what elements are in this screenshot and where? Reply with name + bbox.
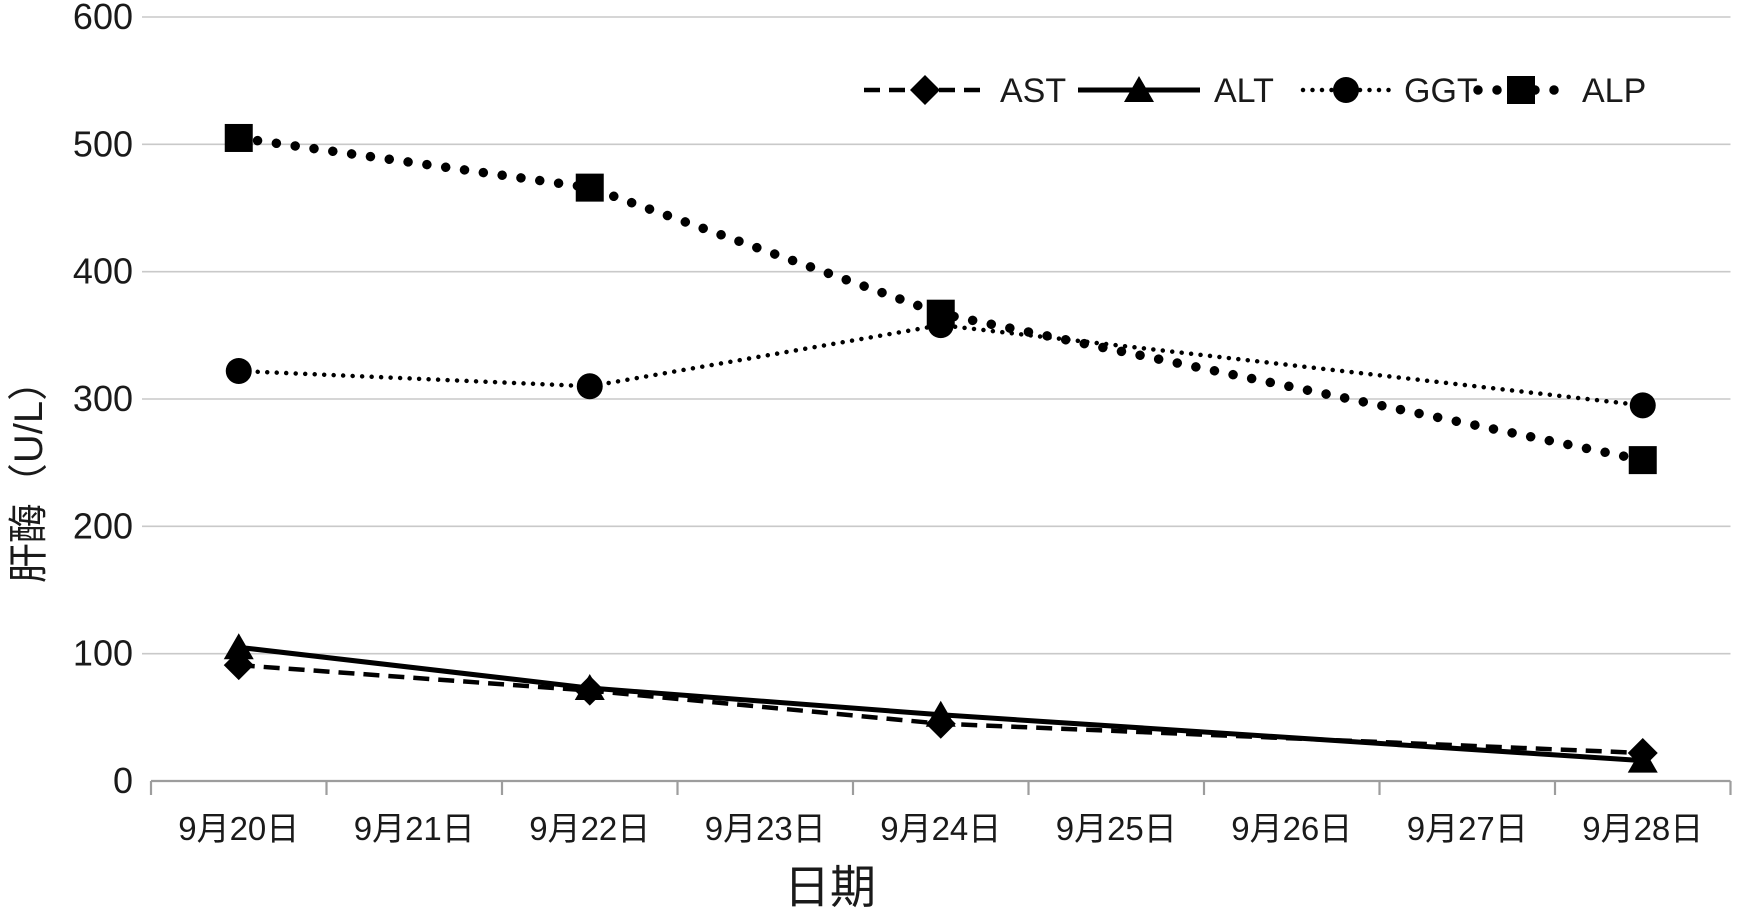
y-axis-title: 肝酶（U/L） — [7, 361, 51, 583]
x-tick-label: 9月20日 — [178, 810, 299, 847]
legend-label: GGT — [1404, 72, 1478, 110]
axes: 9月20日 9月21日 9月22日 9月23日 9月24日 9月25日 9月26日 9月27日… — [149, 779, 1732, 847]
series-GGT-marker — [225, 357, 252, 384]
series-ALT-marker — [223, 633, 254, 660]
series-ALT-marker — [574, 674, 605, 701]
x-axis-title: 日期 — [784, 861, 876, 913]
y-tick-label: 500 — [73, 123, 133, 164]
series-ALT-marker — [925, 700, 956, 727]
data-series — [223, 123, 1658, 773]
y-tick-label: 600 — [73, 0, 133, 37]
x-tick-label: 9月27日 — [1407, 810, 1528, 847]
legend: AST ALT GGT ALP — [864, 72, 1646, 110]
series-ALP-marker — [1628, 446, 1657, 475]
series-ALP-line — [234, 133, 1648, 465]
series-ALP-marker — [575, 173, 604, 202]
series-GGT-marker — [1629, 392, 1656, 419]
legend-label: AST — [1000, 72, 1066, 110]
legend-circle-icon — [1333, 77, 1359, 103]
series-ALT-marker — [1627, 746, 1658, 773]
y-tick-label: 400 — [73, 251, 133, 292]
x-tick-label: 9月24日 — [880, 810, 1001, 847]
y-tick-label: 300 — [73, 378, 133, 419]
x-tick-label: 9月26日 — [1231, 810, 1352, 847]
y-tick-label: 0 — [113, 760, 133, 801]
gridlines: 0 100 200 300 400 500 600 — [73, 0, 1731, 801]
x-tick-label: 9月21日 — [354, 810, 475, 847]
legend-item-ALP: ALP — [1473, 72, 1646, 110]
legend-square-icon — [1507, 76, 1535, 104]
series-ALP-marker — [224, 123, 253, 152]
legend-diamond-icon — [910, 75, 940, 105]
series-ALT-line — [238, 644, 1643, 764]
legend-item-AST: AST — [864, 72, 1066, 110]
x-tick-label: 9月28日 — [1582, 810, 1703, 847]
legend-item-GGT: GGT — [1300, 72, 1478, 110]
series-GGT-marker — [576, 373, 603, 400]
y-tick-label: 200 — [73, 505, 133, 546]
legend-label: ALP — [1582, 72, 1646, 110]
legend-triangle-icon — [1124, 76, 1154, 102]
legend-label: ALT — [1214, 72, 1274, 110]
x-tick-label: 9月23日 — [705, 810, 826, 847]
legend-item-ALT: ALT — [1078, 72, 1274, 110]
y-tick-label: 100 — [73, 633, 133, 674]
x-tick-label: 9月25日 — [1056, 810, 1177, 847]
x-tick-label: 9月22日 — [529, 810, 650, 847]
series-ALP-marker — [926, 299, 955, 328]
